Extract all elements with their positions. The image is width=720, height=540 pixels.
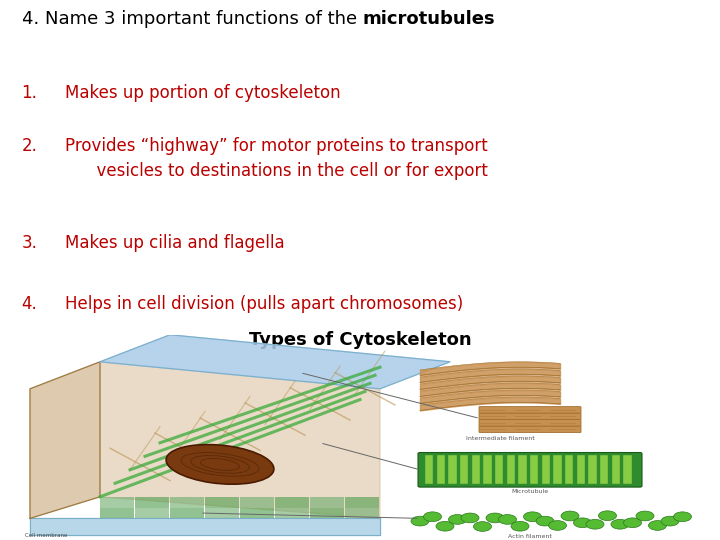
Bar <box>135 497 169 508</box>
Bar <box>135 508 169 518</box>
Bar <box>518 455 526 484</box>
Bar <box>472 455 480 484</box>
Circle shape <box>598 511 616 521</box>
Polygon shape <box>100 362 380 518</box>
Circle shape <box>423 512 441 522</box>
Bar <box>577 455 585 484</box>
Text: 1.: 1. <box>22 84 37 102</box>
Bar <box>495 455 503 484</box>
Bar <box>541 455 550 484</box>
Text: Makes up cilia and flagella: Makes up cilia and flagella <box>65 234 284 252</box>
Circle shape <box>536 516 554 526</box>
Bar <box>240 508 274 518</box>
Bar <box>345 508 379 518</box>
Circle shape <box>586 519 604 529</box>
Bar <box>205 497 239 508</box>
Bar <box>624 455 631 484</box>
Bar <box>310 508 344 518</box>
Text: 4.: 4. <box>22 295 37 313</box>
Circle shape <box>624 518 642 528</box>
Bar <box>170 497 204 508</box>
Text: Helps in cell division (pulls apart chromosomes): Helps in cell division (pulls apart chro… <box>65 295 463 313</box>
Text: Cell membrane: Cell membrane <box>25 534 68 538</box>
Bar <box>275 497 309 508</box>
Circle shape <box>673 512 691 522</box>
Bar <box>100 497 134 508</box>
Circle shape <box>549 521 567 530</box>
Bar <box>565 455 573 484</box>
Circle shape <box>636 511 654 521</box>
Bar <box>170 508 204 518</box>
Polygon shape <box>30 362 100 518</box>
Circle shape <box>411 516 429 526</box>
Text: Microtubule: Microtubule <box>511 489 549 494</box>
Bar <box>205 508 239 518</box>
Text: Makes up portion of cytoskeleton: Makes up portion of cytoskeleton <box>65 84 341 102</box>
Circle shape <box>511 522 529 531</box>
FancyBboxPatch shape <box>418 453 642 487</box>
Text: 2.: 2. <box>22 137 37 156</box>
Circle shape <box>574 518 592 528</box>
Circle shape <box>474 522 492 531</box>
Circle shape <box>611 519 629 529</box>
Circle shape <box>436 522 454 531</box>
Bar <box>345 497 379 508</box>
FancyBboxPatch shape <box>479 420 581 426</box>
FancyBboxPatch shape <box>479 413 581 420</box>
Bar <box>507 455 515 484</box>
Bar <box>460 455 468 484</box>
FancyBboxPatch shape <box>479 426 581 433</box>
Bar <box>554 455 562 484</box>
Polygon shape <box>30 518 380 535</box>
Bar <box>588 455 596 484</box>
Ellipse shape <box>166 444 274 484</box>
FancyBboxPatch shape <box>479 407 581 413</box>
Circle shape <box>486 513 504 523</box>
Text: 4. Name 3 important functions of the: 4. Name 3 important functions of the <box>22 10 362 28</box>
Circle shape <box>561 511 579 521</box>
Bar <box>100 508 134 518</box>
Text: Provides “highway” for motor proteins to transport
      vesicles to destination: Provides “highway” for motor proteins to… <box>65 137 487 180</box>
Bar <box>530 455 538 484</box>
Circle shape <box>661 516 679 526</box>
Polygon shape <box>100 335 450 389</box>
Text: Intermediate filament: Intermediate filament <box>466 436 534 441</box>
Bar <box>449 455 456 484</box>
Text: Types of Cytoskeleton: Types of Cytoskeleton <box>248 331 472 349</box>
Circle shape <box>649 521 667 530</box>
Circle shape <box>461 513 479 523</box>
Bar <box>483 455 492 484</box>
Circle shape <box>449 515 467 524</box>
Bar <box>310 497 344 508</box>
Bar <box>425 455 433 484</box>
Bar <box>612 455 620 484</box>
Bar <box>600 455 608 484</box>
Text: Actin filament: Actin filament <box>508 534 552 538</box>
Text: 3.: 3. <box>22 234 37 252</box>
Bar <box>240 497 274 508</box>
Circle shape <box>498 515 516 524</box>
Bar <box>436 455 445 484</box>
Circle shape <box>523 512 541 522</box>
Text: microtubules: microtubules <box>362 10 495 28</box>
Bar <box>275 508 309 518</box>
